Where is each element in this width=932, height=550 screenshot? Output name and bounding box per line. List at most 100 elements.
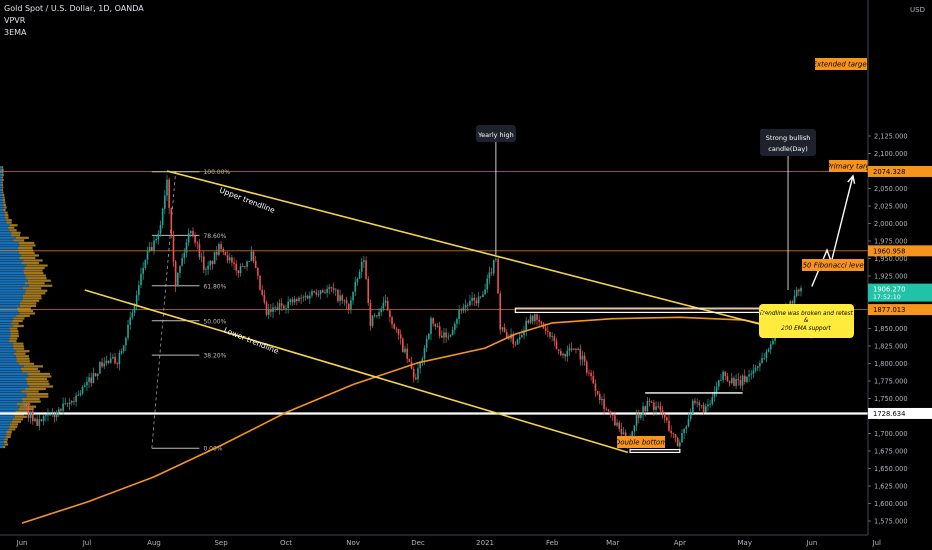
- fib-connector: [151, 171, 177, 449]
- candle-body: [166, 179, 168, 196]
- vp-bar-down: [13, 239, 25, 242]
- candle-body: [798, 289, 800, 292]
- vp-bar-down: [9, 224, 18, 227]
- vp-bar-up: [0, 415, 15, 418]
- vp-bar-up: [0, 319, 13, 323]
- candle-body: [477, 296, 480, 304]
- candle-body: [445, 332, 447, 338]
- candle-body: [272, 307, 274, 312]
- price-axis-bg: [868, 0, 932, 550]
- y-tick-label: 1,925.000: [874, 273, 908, 281]
- vp-bar-down: [11, 234, 21, 237]
- vp-bar-up: [0, 274, 26, 277]
- candle-body: [321, 290, 324, 293]
- vp-bar-down: [25, 387, 46, 391]
- candle-body: [25, 404, 28, 407]
- vp-bar-down: [8, 428, 16, 431]
- candle-body: [183, 252, 186, 259]
- vp-bar-down: [22, 287, 42, 290]
- vp-bar-down: [6, 433, 12, 436]
- vp-bar-down: [6, 219, 12, 222]
- vp-bar-up: [0, 352, 15, 355]
- time-axis[interactable]: Jun Jul Aug Sep Oct Nov Dec 2021 Feb Mar Apr May Jun…: [0, 534, 881, 550]
- trendline: [84, 289, 629, 454]
- vp-bar-up: [0, 355, 16, 358]
- symbol-title[interactable]: Gold Spot / U.S. Dollar, 1D, OANDA: [4, 4, 144, 13]
- vp-bar-down: [19, 256, 36, 260]
- candle-body: [484, 289, 486, 295]
- candle-body: [23, 404, 25, 406]
- candle-body: [187, 233, 190, 243]
- candle-body: [460, 309, 463, 311]
- vp-bar-down: [21, 299, 40, 302]
- vp-bar-down: [4, 440, 8, 444]
- vp-bar-up: [0, 312, 20, 315]
- vp-bar-up: [0, 350, 17, 353]
- vp-bar-down: [4, 216, 9, 219]
- vp-bar-up: [0, 370, 23, 373]
- candle-body: [741, 375, 744, 386]
- vp-bar-up: [0, 337, 10, 340]
- candle-body: [501, 327, 504, 330]
- price-axis[interactable]: USD 1,575.000 1,600.000 1,625.000 1,650.000 1…: [867, 0, 932, 550]
- candle-body: [681, 433, 683, 443]
- candle-body: [557, 349, 560, 351]
- vp-bar-up: [0, 251, 20, 255]
- candle-body: [607, 409, 610, 412]
- candle-body: [185, 242, 188, 253]
- vp-bar-up: [0, 327, 10, 330]
- candle-body: [581, 355, 584, 360]
- candle-body: [309, 295, 311, 299]
- vp-bar-down: [16, 360, 30, 363]
- candle-body: [60, 409, 62, 411]
- candle-body: [523, 330, 525, 336]
- trendlines[interactable]: [84, 170, 813, 454]
- candle-body: [560, 350, 562, 356]
- vp-bar-up: [0, 445, 3, 449]
- vp-bar-down: [2, 201, 6, 204]
- indicator-vpvr[interactable]: VPVR: [4, 16, 26, 25]
- candle-body: [202, 256, 205, 270]
- ema-line: [21, 316, 789, 524]
- candle-body: [42, 415, 45, 422]
- candle-body: [345, 300, 348, 304]
- candle-body: [27, 406, 30, 418]
- vp-bar-down: [21, 254, 40, 257]
- vp-bar-down: [14, 352, 26, 355]
- candle-body: [577, 348, 579, 350]
- indicator-ema[interactable]: 3EMA: [4, 28, 27, 37]
- vp-bar-up: [0, 443, 5, 446]
- candle-body: [32, 411, 34, 422]
- candle-body: [116, 363, 119, 365]
- annotations[interactable]: Upper trendline Lower trendline Yearly hig…: [218, 58, 878, 448]
- vp-bar-down: [27, 382, 50, 386]
- candle-body: [101, 362, 103, 367]
- candle-body: [222, 249, 225, 253]
- candle-body: [549, 331, 551, 337]
- vp-bar-up: [0, 309, 19, 313]
- candle-body: [92, 373, 95, 384]
- candle-body: [644, 406, 647, 412]
- candle-body: [575, 348, 577, 350]
- vp-bar-up: [0, 196, 3, 199]
- candle-body: [298, 297, 300, 302]
- vp-bar-up: [0, 171, 2, 174]
- vp-bar-up: [0, 435, 6, 439]
- vp-bar-up: [0, 380, 27, 383]
- candle-body: [293, 299, 296, 303]
- candle-body: [140, 273, 142, 286]
- y-tick-label: 1,850.000: [874, 325, 908, 333]
- vp-bar-up: [0, 216, 5, 219]
- vp-bar-up: [0, 198, 3, 202]
- extended-target-label-box: [815, 58, 867, 70]
- candle-body: [287, 301, 289, 309]
- candle-body: [151, 247, 153, 251]
- vp-bar-down: [9, 327, 18, 330]
- fibonacci-retracement[interactable]: 100.00%78.60%61.80%50.00%38.20%0.00%: [151, 169, 231, 453]
- label-lower-trendline: Lower trendline: [222, 326, 280, 356]
- candle-body: [267, 309, 270, 315]
- strong-bullish-label-1: Strong bullish: [766, 134, 811, 142]
- candle-body: [395, 328, 398, 330]
- candle-body: [592, 376, 595, 384]
